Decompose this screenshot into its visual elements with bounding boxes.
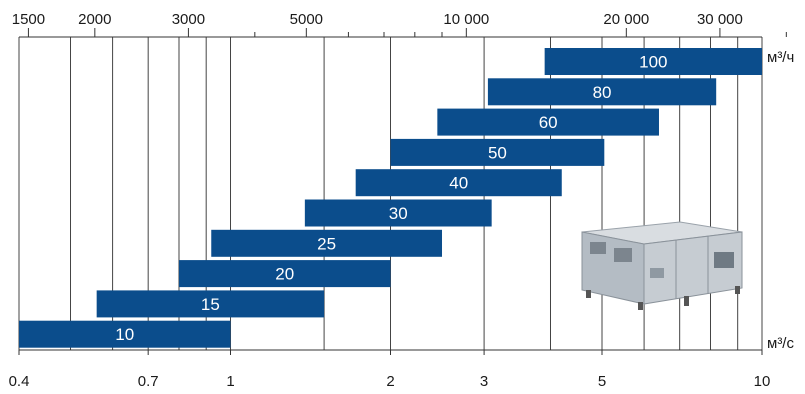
bottom-tick-label: 3 [480, 373, 488, 390]
bar-label: 40 [449, 174, 468, 193]
unit-bottom-label: м³/с [767, 335, 794, 352]
bar [355, 169, 562, 197]
bar-label: 10 [115, 325, 134, 344]
bar-label: 80 [593, 83, 612, 102]
bar-label: 20 [275, 265, 294, 284]
bottom-tick-labels: 0.4 0.7 1 2 3 5 10 [9, 350, 771, 390]
bottom-tick-label: 0.7 [138, 373, 159, 390]
bottom-tick-label: 2 [386, 373, 394, 390]
top-tick-label: 2000 [78, 11, 111, 28]
bar [19, 320, 231, 348]
top-tick-labels: 1500 2000 3000 5000 10 000 20 000 30 000 [12, 11, 743, 37]
bar [544, 48, 762, 75]
bar [211, 229, 443, 257]
bar-label: 60 [539, 113, 558, 132]
bar-label: 100 [639, 53, 667, 72]
air-handling-unit-icon [581, 221, 743, 310]
bar-label: 50 [488, 143, 507, 162]
bar-label: 15 [201, 295, 220, 314]
bar [178, 260, 391, 288]
top-tick-label: 5000 [290, 11, 323, 28]
bar-label: 25 [317, 234, 336, 253]
top-tick-label: 1500 [12, 11, 45, 28]
bar [437, 108, 659, 136]
bar-label: 30 [389, 204, 408, 223]
bottom-tick-label: 0.4 [9, 373, 30, 390]
unit-top-label: м³/ч [767, 49, 794, 66]
bar [304, 199, 492, 227]
bar [390, 138, 605, 166]
top-tick-label: 20 000 [603, 11, 649, 28]
bottom-tick-label: 5 [598, 373, 606, 390]
bar [96, 290, 325, 318]
top-tick-label: 30 000 [697, 11, 743, 28]
top-tick-label: 3000 [172, 11, 205, 28]
bottom-tick-label: 1 [226, 373, 234, 390]
bottom-tick-label: 10 [754, 373, 771, 390]
bars: 100 80 60 50 40 30 25 20 15 10 [19, 48, 762, 348]
top-tick-label: 10 000 [443, 11, 489, 28]
bar [487, 78, 717, 106]
top-minor-ticks [254, 32, 787, 37]
